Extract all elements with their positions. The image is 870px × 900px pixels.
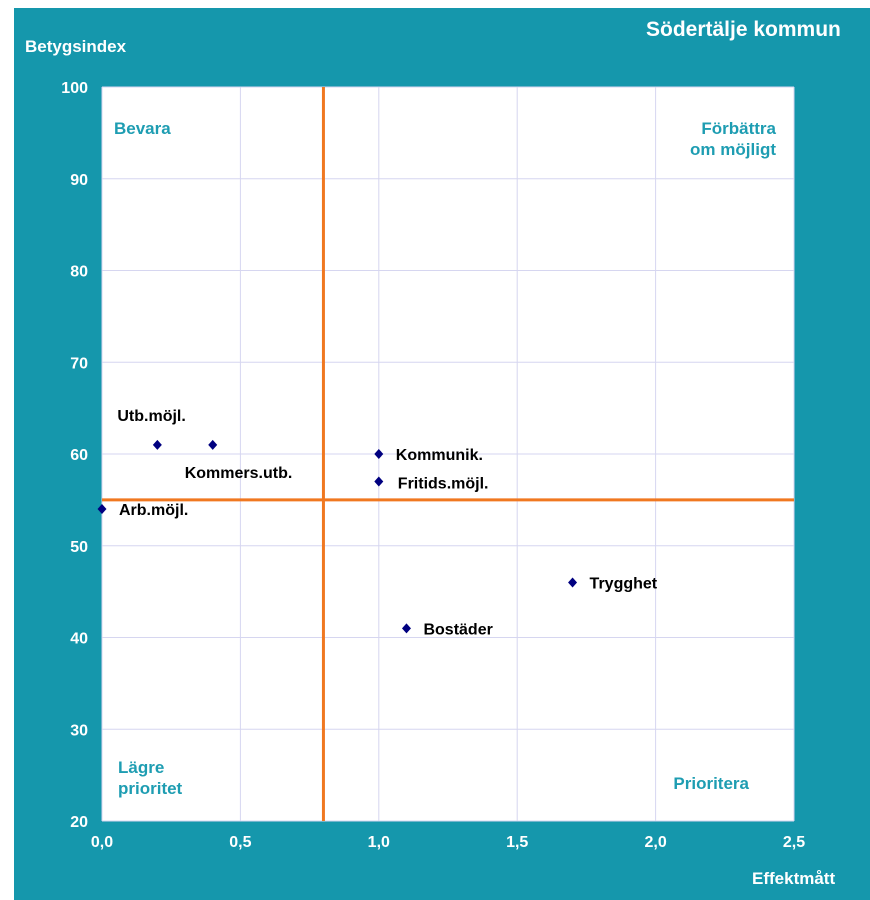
- grid-lines: [101, 86, 795, 822]
- data-point-label: Fritids.möjl.: [398, 476, 489, 493]
- data-point: [374, 449, 384, 459]
- x-tick-labels: 0,0 0,5 1,0 1,5 2,0 2,5: [91, 834, 805, 851]
- x-axis-title: Effektmått: [752, 869, 836, 888]
- x-tick-label: 2,5: [783, 834, 805, 851]
- quadrant-label-bottom-left: prioritet: [118, 779, 183, 798]
- x-tick-label: 2,0: [644, 834, 666, 851]
- data-point-label: Utb.möjl.: [117, 408, 185, 425]
- data-point-label: Kommers.utb.: [185, 465, 293, 482]
- chart-title: Södertälje kommun: [646, 18, 841, 41]
- data-point: [152, 439, 162, 450]
- data-points: Utb.möjl. Kommers.utb. Arb.möjl. Kommunik. F…: [97, 408, 658, 638]
- data-point-label: Kommunik.: [396, 447, 483, 464]
- x-tick-label: 0,5: [229, 834, 251, 851]
- quadrant-label-bottom-right: Prioritera: [673, 774, 749, 793]
- y-tick-labels: 20 30 40 50 60 70 80 90 100: [61, 80, 88, 831]
- y-tick-label: 30: [70, 722, 88, 739]
- quadrant-label-top-right: om möjligt: [690, 140, 776, 159]
- quadrant-labels: Bevara Förbättra om möjligt Lägre prioritet P…: [114, 119, 777, 798]
- data-point: [374, 476, 384, 487]
- data-point: [401, 623, 411, 634]
- quadrant-label-bottom-left: Lägre: [118, 758, 164, 777]
- y-tick-label: 20: [70, 814, 88, 831]
- data-point-label: Bostäder: [423, 621, 492, 638]
- y-tick-label: 60: [70, 447, 88, 464]
- quadrant-label-top-right: Förbättra: [701, 119, 776, 138]
- x-tick-label: 1,0: [368, 834, 390, 851]
- y-axis-title: Betygsindex: [25, 37, 127, 56]
- y-tick-label: 50: [70, 539, 88, 556]
- reference-lines: [102, 87, 794, 821]
- data-point: [208, 439, 218, 450]
- data-point: [97, 504, 107, 515]
- data-point-label: Arb.möjl.: [119, 502, 188, 519]
- y-tick-label: 70: [70, 355, 88, 372]
- x-tick-label: 1,5: [506, 834, 528, 851]
- x-tick-label: 0,0: [91, 834, 113, 851]
- y-tick-label: 80: [70, 264, 88, 281]
- y-tick-label: 100: [61, 80, 88, 97]
- data-point-label: Trygghet: [590, 575, 658, 592]
- y-tick-label: 40: [70, 631, 88, 648]
- quadrant-label-top-left: Bevara: [114, 119, 171, 138]
- data-point: [568, 577, 578, 588]
- y-tick-label: 90: [70, 172, 88, 189]
